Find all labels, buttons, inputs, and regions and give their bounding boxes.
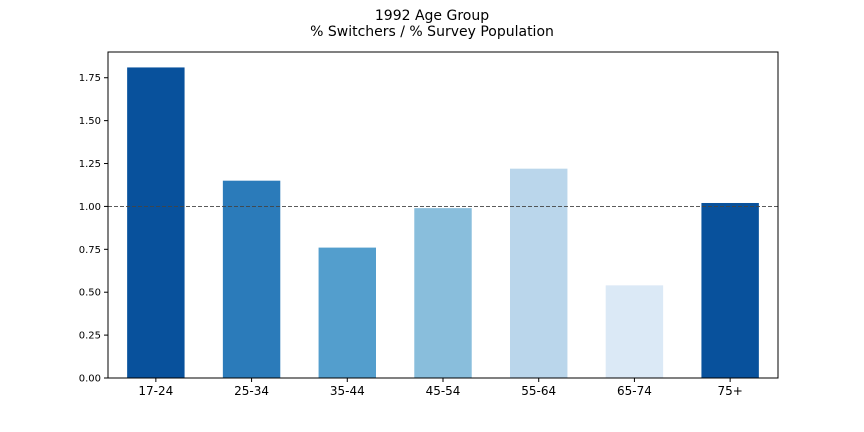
bar-35-44 bbox=[318, 247, 376, 378]
chart-subtitle: % Switchers / % Survey Population bbox=[310, 24, 554, 40]
y-tick-label: 1.50 bbox=[79, 116, 101, 127]
bar-55-64 bbox=[510, 168, 568, 378]
x-axis: 17-24 25-34 35-44 45-54 55-64 65-74 75+ bbox=[138, 378, 743, 398]
x-tick-label: 25-34 bbox=[234, 384, 269, 398]
plot-frame bbox=[107, 51, 779, 379]
bars-group bbox=[127, 67, 759, 378]
y-axis: 0.00 0.25 0.50 0.75 1.00 1.25 1.50 1.75 bbox=[79, 73, 108, 385]
bar-25-34 bbox=[222, 180, 281, 378]
bar-17-24 bbox=[127, 67, 185, 378]
bar-45-54 bbox=[414, 208, 472, 378]
chart-title: 1992 Age Group bbox=[375, 8, 489, 24]
x-tick-label: 45-54 bbox=[426, 384, 461, 398]
x-tick-label: 75+ bbox=[717, 384, 742, 398]
x-tick-label: 55-64 bbox=[521, 384, 556, 398]
x-tick-label: 35-44 bbox=[330, 384, 365, 398]
y-tick-label: 0.50 bbox=[79, 288, 101, 299]
y-tick-label: 1.25 bbox=[79, 159, 101, 170]
x-tick-label: 65-74 bbox=[617, 384, 652, 398]
bar-75+ bbox=[701, 202, 759, 378]
y-tick-label: 0.75 bbox=[79, 245, 101, 256]
bar-65-74 bbox=[605, 285, 664, 378]
x-tick-label: 17-24 bbox=[138, 384, 173, 398]
y-tick-label: 0.00 bbox=[79, 374, 101, 385]
y-tick-label: 0.25 bbox=[79, 331, 101, 342]
y-tick-label: 1.00 bbox=[79, 202, 101, 213]
y-tick-label: 1.75 bbox=[79, 73, 101, 84]
